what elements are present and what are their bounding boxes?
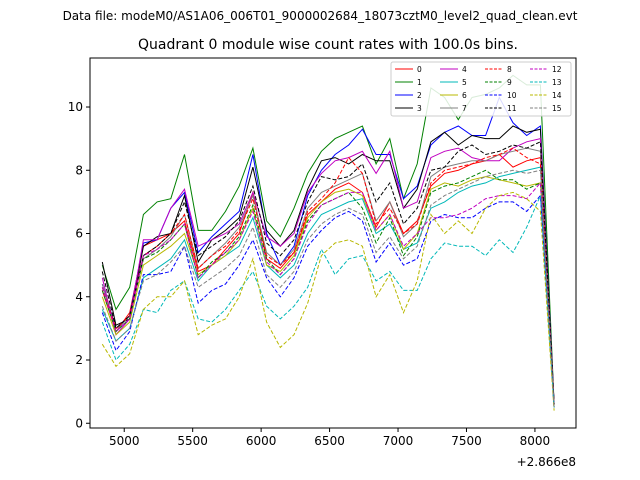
plot-frame xyxy=(89,57,577,429)
chart-suptitle: Data file: modeM0/AS1A06_006T01_90000026… xyxy=(63,9,578,23)
x-tick-label: 6500 xyxy=(314,434,345,448)
series-line-11 xyxy=(101,141,555,405)
legend-label-0: 0 xyxy=(417,65,422,74)
series-line-6 xyxy=(101,176,555,408)
series-line-5 xyxy=(101,166,555,408)
legend-label-6: 6 xyxy=(462,91,467,100)
series-line-12 xyxy=(101,181,555,408)
legend-label-8: 8 xyxy=(507,65,512,74)
series-line-8 xyxy=(101,147,555,405)
legend-label-9: 9 xyxy=(507,78,512,87)
x-tick-label: 5500 xyxy=(177,434,208,448)
legend-label-1: 1 xyxy=(417,78,422,87)
x-tick-label: 6000 xyxy=(246,434,277,448)
chart-title: Quadrant 0 module wise count rates with … xyxy=(138,37,518,53)
legend-label-12: 12 xyxy=(552,65,562,74)
legend-label-7: 7 xyxy=(462,104,467,113)
x-tick-label: 8000 xyxy=(520,434,551,448)
legend-label-2: 2 xyxy=(417,91,422,100)
series-line-0 xyxy=(101,153,555,405)
series-line-15 xyxy=(101,169,555,408)
series-line-2 xyxy=(101,96,555,405)
x-offset-label: +2.866e8 xyxy=(517,455,576,469)
legend-label-11: 11 xyxy=(507,104,517,113)
series-line-9 xyxy=(101,169,555,408)
legend-box xyxy=(390,61,572,117)
legend-label-10: 10 xyxy=(507,91,517,100)
y-tick-label: 8 xyxy=(75,163,83,177)
axis-ticks: 5000 5500 6000 6500 7000 7500 8000 0 2 4 6 8 10 xyxy=(68,100,550,448)
y-tick-label: 10 xyxy=(68,100,83,114)
series-line-4 xyxy=(101,137,555,405)
y-tick-label: 0 xyxy=(75,416,83,430)
y-tick-label: 2 xyxy=(75,353,83,367)
legend-label-4: 4 xyxy=(462,65,467,74)
legend-label-5: 5 xyxy=(462,78,467,87)
x-tick-label: 7500 xyxy=(451,434,482,448)
series-line-13 xyxy=(101,195,555,408)
x-tick-label: 5000 xyxy=(109,434,140,448)
series-line-3 xyxy=(101,125,555,405)
y-tick-label: 4 xyxy=(75,290,83,304)
series-line-10 xyxy=(101,194,555,408)
series-line-7 xyxy=(101,147,555,405)
legend-label-13: 13 xyxy=(552,78,562,87)
x-tick-label: 7000 xyxy=(383,434,414,448)
plot-area xyxy=(101,74,555,411)
legend-label-3: 3 xyxy=(417,104,422,113)
series-line-14 xyxy=(101,191,555,411)
y-tick-label: 6 xyxy=(75,227,83,241)
legend-label-15: 15 xyxy=(552,104,562,113)
legend-label-14: 14 xyxy=(552,91,562,100)
